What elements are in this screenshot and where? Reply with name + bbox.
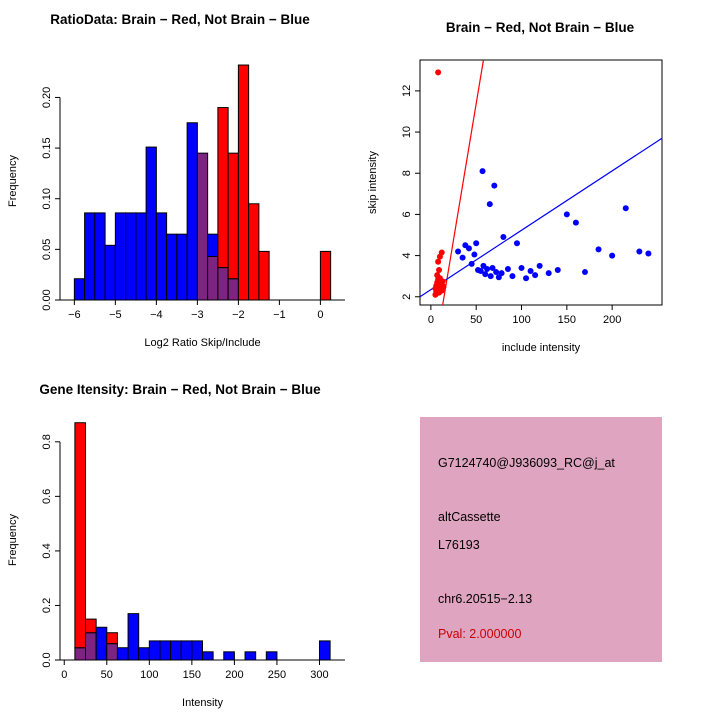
svg-text:−3: −3 [191,309,204,321]
info-line-4: Pval: 2.000000 [438,627,522,641]
intensity-scatter-panel: Brain − Red, Not Brain − Blue 0 50 100 150 2… [360,0,720,360]
svg-text:−1: −1 [273,309,286,321]
intensity-scatter-title: Brain − Red, Not Brain − Blue [445,20,635,35]
svg-text:150: 150 [558,314,576,326]
axis-labels: 0 50 100 150 200 250 300 0.0 0.2 0.4 0.6 0.8 Intensi… [7,434,329,709]
svg-text:250: 250 [268,669,286,681]
svg-text:Log2 Ratio Skip/Include: Log2 Ratio Skip/Include [144,337,260,349]
svg-text:0.2: 0.2 [41,598,53,613]
svg-text:200: 200 [603,314,621,326]
histogram-bars [74,422,331,661]
svg-text:300: 300 [310,669,328,681]
svg-text:0.15: 0.15 [41,137,53,158]
svg-text:200: 200 [225,669,243,681]
gene-intensity-histogram-panel: Gene Itensity: Brain − Red, Not Brain − … [0,360,360,720]
svg-text:0: 0 [61,669,67,681]
svg-text:150: 150 [183,669,201,681]
intensity-scatter: 0 50 100 150 200 2 4 6 8 10 12 include intensity ski… [367,59,663,354]
svg-text:Frequency: Frequency [7,155,19,207]
svg-text:10: 10 [401,126,413,138]
gene-info-panel: G7124740@J936093_RC@j_at altCassette L7619… [360,360,720,720]
svg-text:0: 0 [317,309,323,321]
svg-text:100: 100 [512,314,530,326]
svg-text:100: 100 [140,669,158,681]
ratio-histogram-panel: RatioData: Brain − Red, Not Brain − Blue… [0,0,360,360]
svg-text:0.8: 0.8 [41,434,53,449]
svg-text:6: 6 [401,211,413,217]
svg-text:skip intensity: skip intensity [367,151,379,214]
svg-text:0.6: 0.6 [41,489,53,504]
svg-text:−4: −4 [150,309,163,321]
info-line-3: chr6.20515−2.13 [438,592,533,606]
svg-text:−6: −6 [68,309,81,321]
fit-lines [419,59,663,306]
svg-text:0.05: 0.05 [41,239,53,260]
gene-info-box: G7124740@J936093_RC@j_at altCassette L7619… [420,417,662,662]
svg-text:0.4: 0.4 [41,543,53,558]
svg-text:12: 12 [401,85,413,97]
axes [415,59,663,310]
histogram-bars [73,64,332,301]
svg-text:2: 2 [401,294,413,300]
gene-intensity-histogram: 0 50 100 150 200 250 300 0.0 0.2 0.4 0.6 0.8 Intensi… [7,422,345,709]
svg-text:4: 4 [401,253,413,259]
axis-labels: −6 −5 −4 −3 −2 −1 0 0.00 0.05 0.10 0.15 0.20 Log2 Ra… [7,87,323,349]
svg-text:8: 8 [401,170,413,176]
svg-text:0.00: 0.00 [41,289,53,310]
svg-text:50: 50 [470,314,482,326]
svg-text:−5: −5 [109,309,122,321]
svg-text:−2: −2 [232,309,245,321]
svg-text:0.20: 0.20 [41,87,53,108]
svg-text:Frequency: Frequency [7,514,19,566]
svg-text:0: 0 [428,314,434,326]
ratio-histogram-title: RatioData: Brain − Red, Not Brain − Blue [50,12,310,27]
scatter-points [432,69,652,298]
gene-intensity-histogram-title: Gene Itensity: Brain − Red, Not Brain − … [39,382,321,397]
svg-text:50: 50 [101,669,113,681]
info-line-0: G7124740@J936093_RC@j_at [438,456,615,470]
svg-text:0.0: 0.0 [41,652,53,667]
svg-text:Intensity: Intensity [182,697,223,709]
axis-labels: 0 50 100 150 200 2 4 6 8 10 12 include intensity ski… [367,85,621,354]
svg-text:include intensity: include intensity [502,342,581,354]
info-line-1: altCassette [438,510,501,524]
info-line-2: L76193 [438,538,480,552]
ratio-histogram: −6 −5 −4 −3 −2 −1 0 0.00 0.05 0.10 0.15 0.20 Log2 Ra… [7,64,345,349]
svg-text:0.10: 0.10 [41,188,53,209]
